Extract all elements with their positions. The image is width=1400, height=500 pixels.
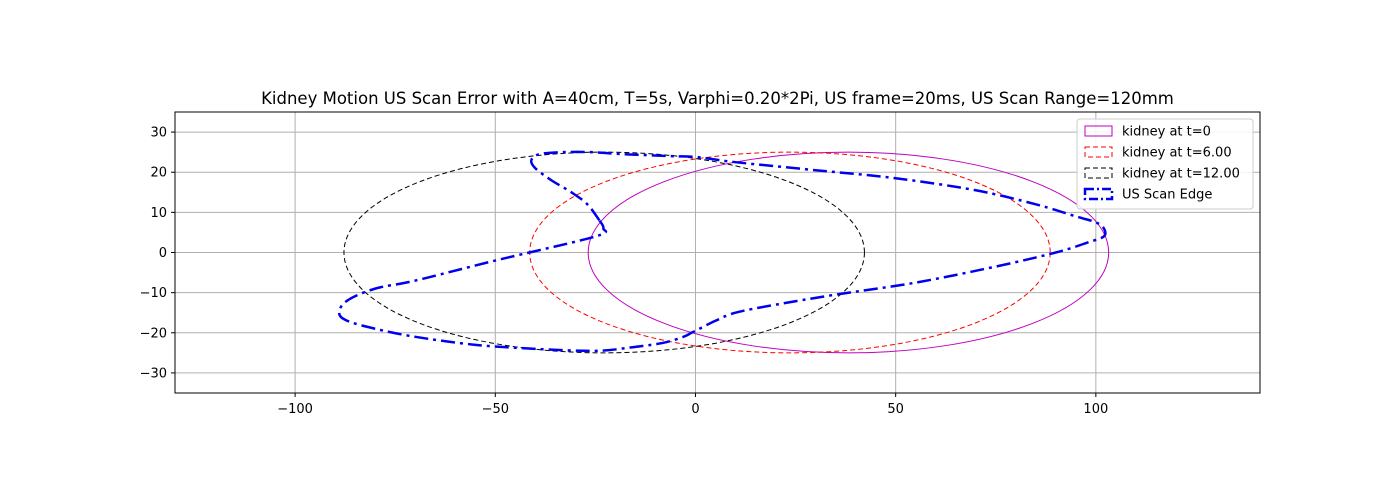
y-axis: −30 −20 −10 0 10 20 30 bbox=[140, 126, 175, 381]
y-tick-label: 20 bbox=[150, 166, 167, 181]
y-tick-label: −20 bbox=[140, 326, 167, 341]
x-tick-label: −50 bbox=[482, 402, 509, 417]
legend-box bbox=[1076, 118, 1254, 210]
y-tick-label: 0 bbox=[159, 246, 167, 261]
legend-label: kidney at t=12.00 bbox=[1122, 167, 1240, 182]
legend-entry: kidney at t=12.00 bbox=[1084, 167, 1240, 182]
us-scan-edge-curve bbox=[337, 150, 1107, 353]
legend-swatch bbox=[1084, 167, 1113, 179]
legend: kidney at t=0 kidney at t=6.00 kidney at t… bbox=[1076, 118, 1254, 210]
kidney-ellipse-0 bbox=[587, 151, 1110, 354]
legend-swatch bbox=[1083, 187, 1114, 201]
legend-label: kidney at t=6.00 bbox=[1122, 146, 1232, 161]
legend-swatch bbox=[1084, 125, 1113, 137]
legend-swatch bbox=[1084, 146, 1113, 158]
y-tick-label: −30 bbox=[140, 366, 167, 381]
chart-title: Kidney Motion US Scan Error with A=40cm,… bbox=[261, 89, 1174, 108]
y-tick-label: −10 bbox=[140, 286, 167, 301]
x-tick-label: 50 bbox=[887, 402, 904, 417]
x-tick-label: −100 bbox=[277, 402, 313, 417]
x-tick-label: 0 bbox=[691, 402, 699, 417]
legend-entry: kidney at t=6.00 bbox=[1084, 146, 1232, 161]
legend-label: kidney at t=0 bbox=[1122, 125, 1211, 140]
plot-area bbox=[337, 150, 1110, 354]
x-tick-label: 100 bbox=[1083, 402, 1108, 417]
legend-entry: US Scan Edge bbox=[1083, 187, 1212, 203]
legend-label: US Scan Edge bbox=[1122, 188, 1212, 203]
y-tick-label: 10 bbox=[150, 206, 167, 221]
legend-entry: kidney at t=0 bbox=[1084, 125, 1211, 140]
x-axis: −100 −50 0 50 100 bbox=[277, 393, 1108, 417]
y-tick-label: 30 bbox=[150, 126, 167, 141]
